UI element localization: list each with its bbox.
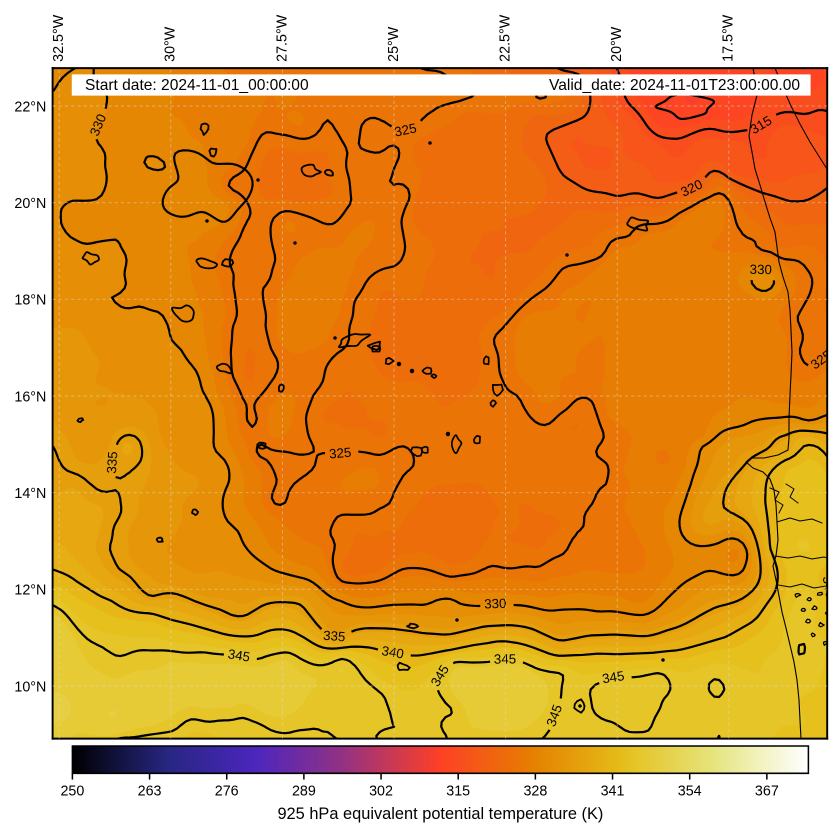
svg-text:340: 340 <box>820 575 837 600</box>
svg-text:328: 328 <box>523 783 547 799</box>
svg-text:325: 325 <box>328 445 351 462</box>
svg-text:341: 341 <box>601 783 625 799</box>
svg-text:14°N: 14°N <box>14 486 46 502</box>
svg-text:302: 302 <box>369 783 393 799</box>
svg-text:25°W: 25°W <box>386 26 402 62</box>
svg-text:367: 367 <box>755 783 779 799</box>
svg-text:20°N: 20°N <box>14 196 46 212</box>
svg-text:335: 335 <box>104 451 121 474</box>
svg-text:27.5°W: 27.5°W <box>274 14 290 62</box>
svg-text:340: 340 <box>381 643 405 662</box>
svg-text:32.5°W: 32.5°W <box>51 14 67 62</box>
svg-text:30°W: 30°W <box>163 26 179 62</box>
svg-text:22.5°W: 22.5°W <box>498 14 514 62</box>
svg-text:335: 335 <box>323 628 346 645</box>
svg-text:Start date: 2024-11-01_00:00:0: Start date: 2024-11-01_00:00:00 <box>85 77 309 94</box>
svg-text:250: 250 <box>60 783 84 799</box>
svg-text:345: 345 <box>543 702 565 728</box>
svg-text:925 hPa equivalent potential t: 925 hPa equivalent potential temperature… <box>277 805 603 823</box>
svg-text:330: 330 <box>749 262 772 277</box>
svg-text:345: 345 <box>601 668 625 686</box>
svg-text:16°N: 16°N <box>14 389 46 405</box>
svg-text:345: 345 <box>227 646 251 664</box>
svg-text:12°N: 12°N <box>14 583 46 599</box>
svg-text:289: 289 <box>292 783 316 799</box>
svg-text:Valid_date: 2024-11-01T23:00:0: Valid_date: 2024-11-01T23:00:00.00 <box>549 77 800 94</box>
svg-text:345: 345 <box>494 651 516 666</box>
svg-text:330: 330 <box>484 596 507 612</box>
svg-text:354: 354 <box>678 783 702 799</box>
svg-text:17.5°W: 17.5°W <box>721 14 737 62</box>
svg-text:20°W: 20°W <box>609 26 625 62</box>
svg-text:276: 276 <box>215 783 239 799</box>
svg-text:22°N: 22°N <box>14 99 46 115</box>
svg-text:325: 325 <box>393 120 418 139</box>
svg-text:18°N: 18°N <box>14 293 46 309</box>
svg-text:263: 263 <box>138 783 162 799</box>
svg-text:315: 315 <box>446 783 470 799</box>
svg-text:10°N: 10°N <box>14 679 46 695</box>
